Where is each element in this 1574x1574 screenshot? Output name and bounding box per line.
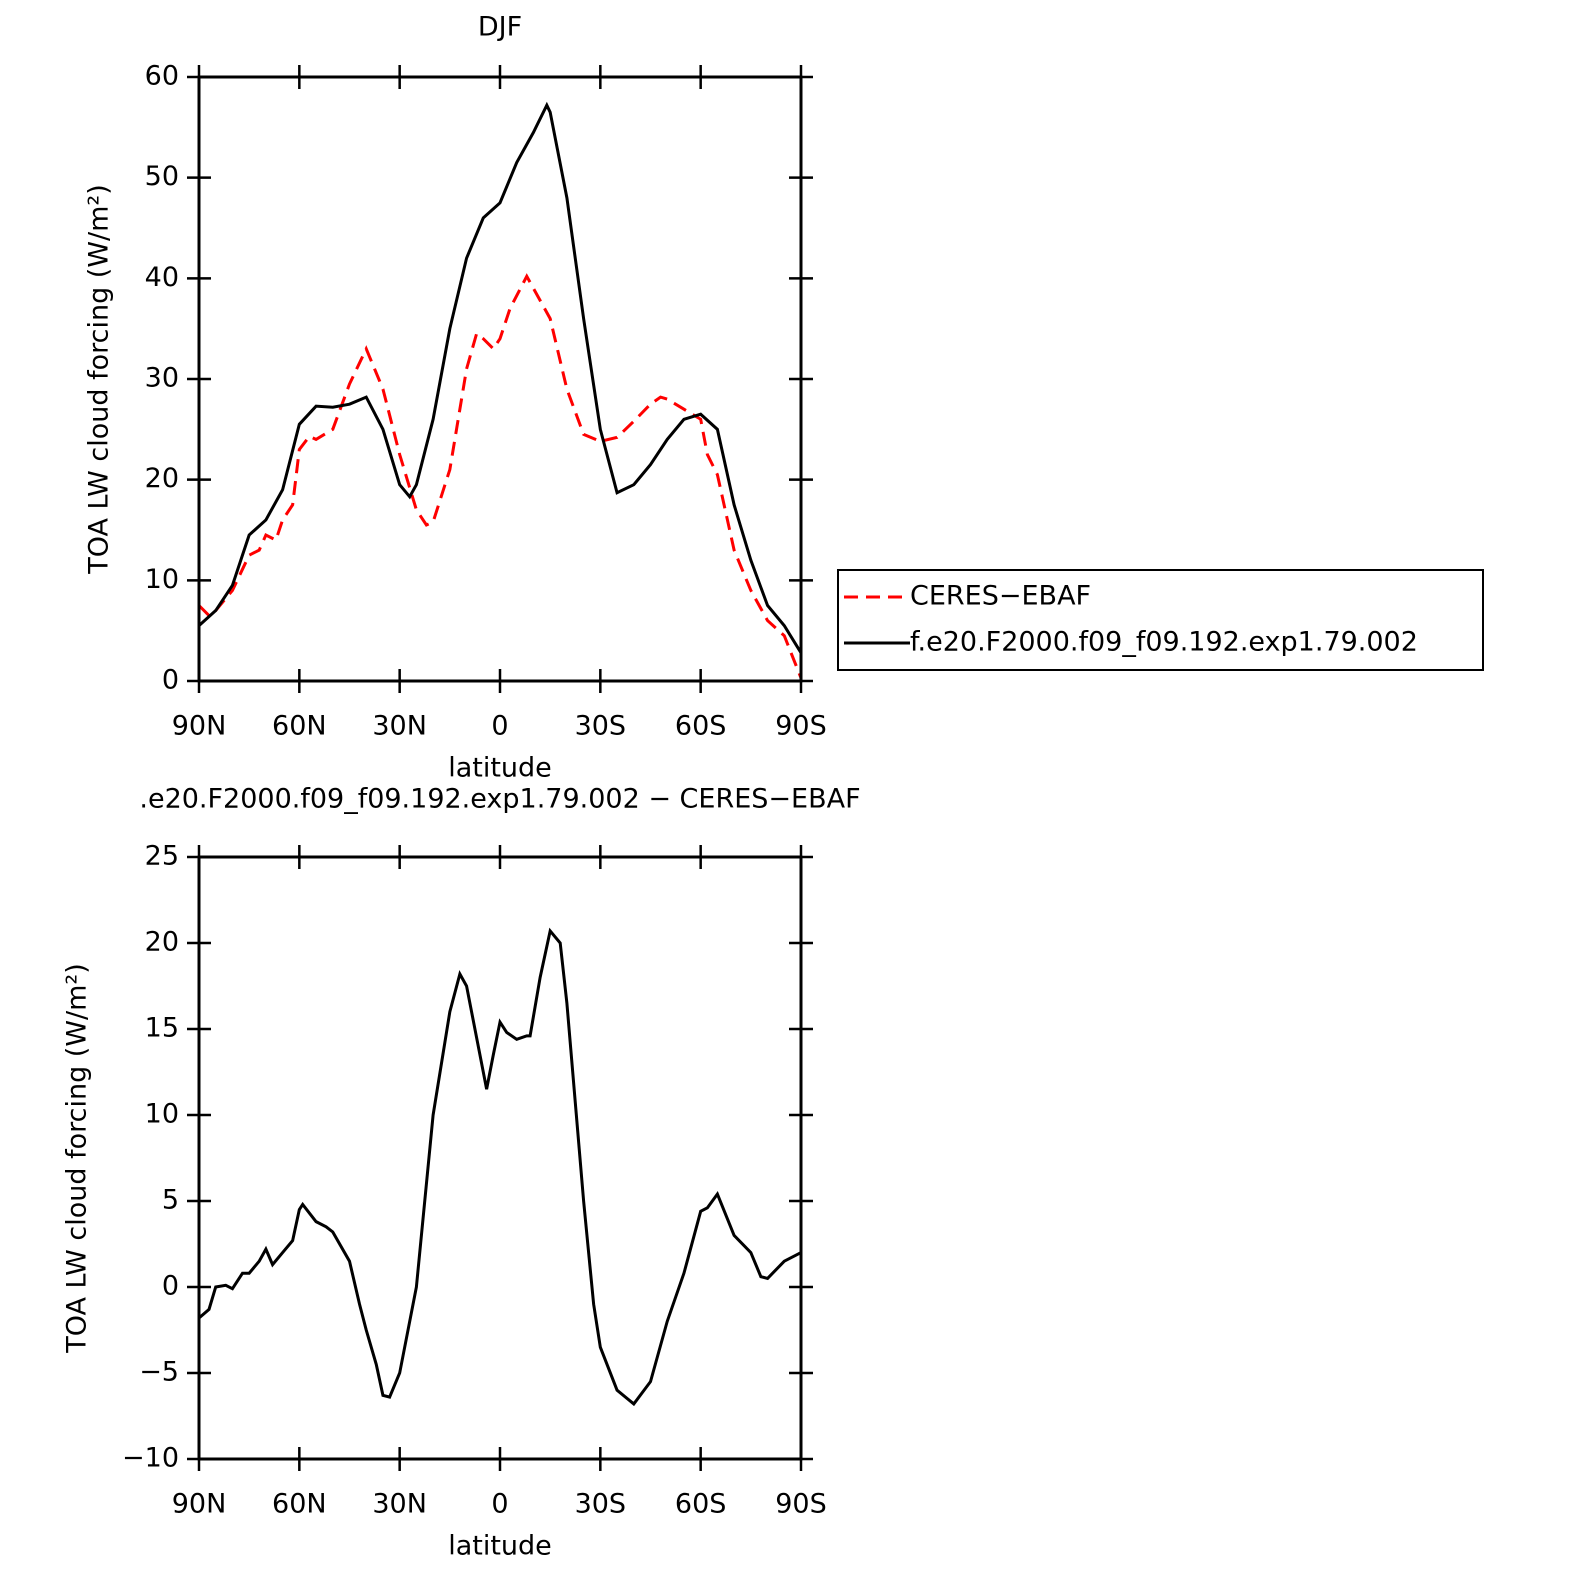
x-tick-label: 60S (675, 711, 727, 742)
data-line (198, 927, 802, 1407)
x-tick-label: 30N (372, 1489, 427, 1520)
y-axis-label: TOA LW cloud forcing (W/m²) (62, 963, 93, 1354)
y-axis-label: TOA LW cloud forcing (W/m²) (84, 184, 115, 575)
x-tick-label: 90S (775, 1489, 827, 1520)
x-tick-label: 30S (575, 1489, 627, 1520)
y-tick-label: 40 (145, 262, 179, 293)
x-tick-label: 60S (675, 1489, 727, 1520)
y-tick-label: 20 (145, 927, 179, 958)
chart-title: .e20.F2000.f09_f09.192.exp1.79.002 − CER… (139, 784, 860, 815)
x-tick-label: 90N (172, 711, 227, 742)
y-tick-label: 50 (145, 161, 179, 192)
y-tick-label: 60 (145, 61, 179, 92)
x-tick-label: 0 (491, 711, 508, 742)
y-tick-label: 5 (162, 1185, 179, 1216)
x-tick-label: 30S (575, 711, 627, 742)
y-tick-label: 30 (145, 363, 179, 394)
y-tick-label: 15 (145, 1013, 179, 1044)
y-tick-label: 0 (162, 1271, 179, 1302)
x-tick-label: 90S (775, 711, 827, 742)
y-tick-label: 20 (145, 463, 179, 494)
x-tick-label: 30N (372, 711, 427, 742)
legend-box (837, 569, 1484, 671)
data-line (197, 273, 803, 679)
y-tick-label: 10 (145, 564, 179, 595)
y-tick-label: 0 (162, 665, 179, 696)
x-axis-label: latitude (448, 1531, 552, 1562)
legend-label: CERES−EBAF (910, 581, 1091, 612)
y-tick-label: −10 (122, 1443, 179, 1474)
x-tick-label: 90N (172, 1489, 227, 1520)
data-line (197, 101, 803, 654)
legend-label: f.e20.F2000.f09_f09.192.exp1.79.002 (910, 627, 1418, 658)
x-tick-label: 60N (272, 1489, 327, 1520)
x-tick-label: 0 (491, 1489, 508, 1520)
y-tick-label: 25 (145, 841, 179, 872)
x-axis-label: latitude (448, 753, 552, 784)
x-tick-label: 60N (272, 711, 327, 742)
chart-title: DJF (478, 12, 522, 43)
y-tick-label: 10 (145, 1099, 179, 1130)
plot-frame (197, 75, 803, 683)
plot-frame (197, 855, 803, 1461)
y-tick-label: −5 (139, 1357, 179, 1388)
